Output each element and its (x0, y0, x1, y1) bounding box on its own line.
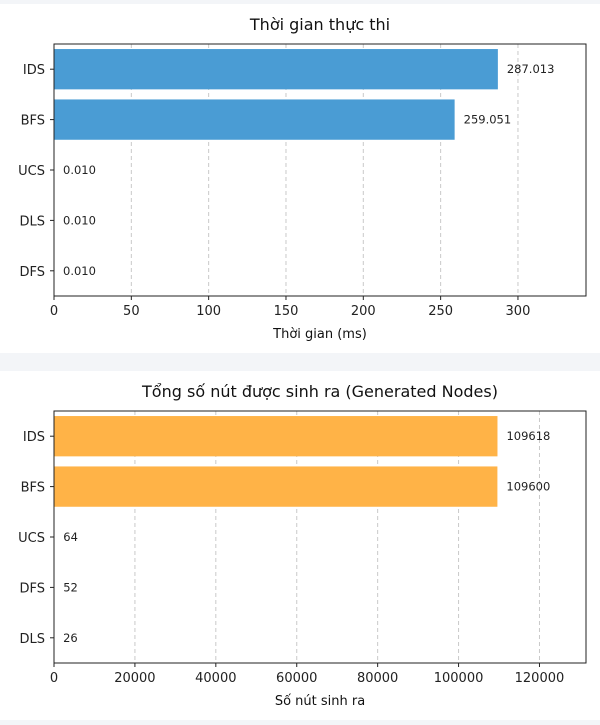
data-label: 0.010 (63, 163, 96, 177)
x-tick-label: 150 (274, 304, 299, 319)
x-tick-label: 50 (123, 304, 140, 319)
y-tick-label: BFS (21, 114, 45, 129)
x-tick-label: 60000 (276, 671, 317, 686)
y-tick-label: DLS (19, 632, 45, 647)
data-label: 0.010 (63, 264, 96, 278)
data-label: 287.013 (507, 62, 555, 76)
data-label: 259.051 (464, 113, 512, 127)
x-tick-label: 200 (351, 304, 376, 319)
bar-ids (54, 416, 498, 457)
x-tick-label: 40000 (195, 671, 236, 686)
x-tick-label: 0 (50, 671, 58, 686)
x-tick-label: 100000 (434, 671, 484, 686)
chart-title: Thời gian thực thi (249, 15, 390, 34)
x-tick-label: 120000 (515, 671, 565, 686)
x-tick-label: 0 (50, 304, 58, 319)
chart-panel-generated-nodes: Tổng số nút được sinh ra (Generated Node… (0, 371, 600, 720)
x-tick-label: 300 (506, 304, 531, 319)
chart-title: Tổng số nút được sinh ra (Generated Node… (141, 382, 498, 401)
y-tick-label: IDS (23, 63, 45, 78)
data-label: 0.010 (63, 213, 96, 227)
bar-bfs (54, 466, 498, 507)
bar-ids (54, 49, 498, 90)
data-label: 109618 (506, 429, 550, 443)
plot-frame (53, 43, 587, 297)
generated-nodes-chart: Tổng số nút được sinh ra (Generated Node… (18, 382, 587, 709)
y-tick-label: IDS (23, 430, 45, 445)
chart-panel-execution-time: Thời gian thực thi 0 50 100 150 200 250 300 IDS 2… (0, 4, 600, 353)
y-tick-label: UCS (18, 164, 45, 179)
y-tick-label: BFS (21, 481, 45, 496)
x-axis-label: Thời gian (ms) (272, 327, 367, 342)
x-tick-label: 250 (428, 304, 453, 319)
plot-frame (53, 410, 587, 664)
x-axis-label: Số nút sinh ra (275, 694, 365, 709)
data-label: 26 (63, 631, 78, 645)
y-tick-label: UCS (18, 531, 45, 546)
x-tick-label: 20000 (114, 671, 155, 686)
y-tick-label: DFS (19, 581, 45, 596)
data-label: 64 (63, 530, 78, 544)
x-tick-label: 80000 (357, 671, 398, 686)
execution-time-chart: Thời gian thực thi 0 50 100 150 200 250 300 IDS 2… (18, 15, 587, 342)
data-label: 109600 (506, 480, 550, 494)
bar-bfs (54, 99, 455, 140)
data-label: 52 (63, 580, 78, 594)
y-tick-label: DLS (19, 214, 45, 229)
x-tick-label: 100 (196, 304, 221, 319)
y-tick-label: DFS (19, 265, 45, 280)
